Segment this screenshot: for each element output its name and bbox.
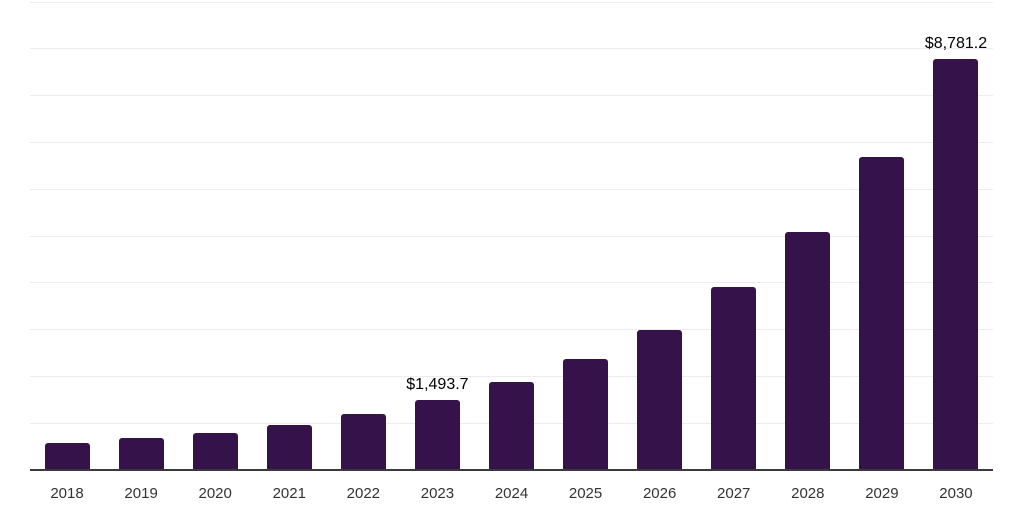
bar-2020 [192, 433, 238, 470]
x-tick-2018: 2018 [50, 485, 84, 502]
x-tick-2025: 2025 [568, 485, 603, 502]
x-axis-line [30, 469, 993, 471]
gridline-8000 [30, 95, 993, 97]
bar-2026 [637, 329, 683, 470]
bar-2023 [414, 400, 460, 470]
x-tick-2024: 2024 [494, 485, 529, 502]
bar-2021 [266, 425, 312, 470]
bar-2024 [489, 382, 534, 470]
x-tick-2023: 2023 [420, 485, 455, 502]
gridline-5000 [30, 235, 993, 237]
x-tick-2026: 2026 [642, 485, 677, 502]
bar-2025 [563, 359, 609, 470]
x-tick-2022: 2022 [346, 485, 381, 502]
x-tick-2030: 2030 [939, 485, 973, 502]
gridline-10000 [30, 1, 993, 3]
x-tick-2029: 2029 [865, 485, 899, 502]
bar-value-label-2030: $8,781.2 [924, 35, 988, 53]
bar-2019 [118, 438, 164, 470]
bar-2022 [340, 413, 386, 470]
gridline-7000 [30, 141, 993, 143]
bar-2027 [711, 286, 757, 470]
x-tick-2020: 2020 [198, 485, 232, 502]
gridline-2000 [30, 375, 993, 377]
x-tick-2019: 2019 [124, 485, 158, 502]
x-tick-2027: 2027 [717, 485, 751, 502]
bar-2028 [785, 232, 831, 470]
x-tick-2028: 2028 [791, 485, 825, 502]
bar-2029 [859, 157, 905, 470]
x-tick-2021: 2021 [272, 485, 306, 502]
gridline-9000 [30, 48, 993, 50]
gridline-3000 [30, 329, 993, 331]
gridline-4000 [30, 282, 993, 284]
bar-value-label-2023: $1,493.7 [406, 376, 469, 394]
bar-2030 [933, 59, 979, 470]
gridline-6000 [30, 188, 993, 190]
bar-2018 [44, 442, 90, 470]
